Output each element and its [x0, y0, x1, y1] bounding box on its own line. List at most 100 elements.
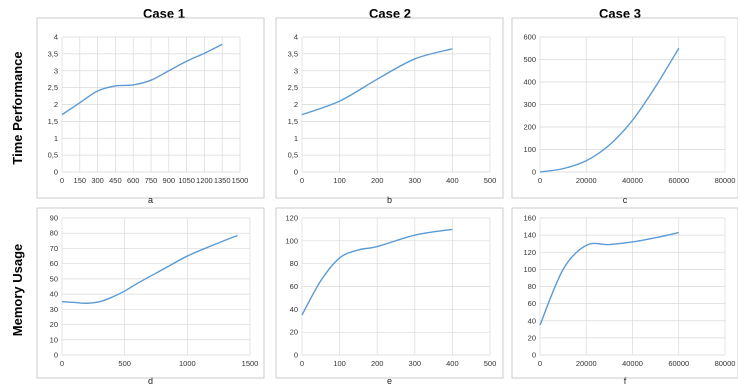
- data-point: [585, 160, 587, 162]
- y-tick-label: 1: [54, 134, 58, 143]
- subplot-label: a: [148, 195, 153, 205]
- series-line: [61, 43, 223, 116]
- y-tick-label: 0,5: [48, 151, 58, 160]
- y-tick-label: 60: [290, 282, 298, 291]
- data-point: [562, 268, 564, 270]
- data-point: [114, 85, 116, 87]
- y-tick-label: 600: [523, 33, 536, 42]
- chart-panel-e: 0 20 40 60 80 100 120 0 100 200 300 400 500 e: [275, 207, 504, 386]
- data-point: [414, 58, 416, 60]
- x-tick-label: 300: [409, 176, 422, 185]
- data-point: [73, 301, 75, 303]
- y-tick-label: 1,5: [48, 117, 58, 126]
- data-point: [132, 84, 134, 86]
- y-tick-label: 20: [290, 328, 298, 337]
- data-point: [631, 119, 633, 121]
- panel-frame: [511, 17, 738, 199]
- x-tick-label: 80000: [715, 359, 736, 368]
- x-tick-label: 500: [484, 359, 497, 368]
- data-point: [539, 171, 541, 173]
- chart-panel-d: 0 10 20 30 40 50 60 70 80 90 0 500 1000 1500 d: [36, 207, 265, 386]
- subplot-label: f: [624, 376, 627, 386]
- data-point: [79, 102, 81, 104]
- x-tick-label: 60000: [668, 176, 689, 185]
- subplot-label: e: [387, 376, 392, 386]
- y-tick-label: 2,5: [288, 83, 298, 92]
- panel-frame: [275, 207, 504, 379]
- y-tick-label: 30: [50, 305, 58, 314]
- subplot-label: c: [623, 195, 628, 205]
- row-title-2: Memory Usage: [10, 244, 25, 336]
- x-tick-label: 40000: [622, 176, 643, 185]
- x-tick-label: 200: [371, 176, 384, 185]
- y-tick-label: 0: [54, 351, 58, 360]
- data-point: [203, 52, 205, 54]
- data-point: [96, 90, 98, 92]
- x-tick-label: 450: [109, 176, 122, 185]
- x-tick-label: 1500: [232, 176, 249, 185]
- data-point: [221, 43, 223, 45]
- y-tick-label: 80: [528, 282, 536, 291]
- y-tick-label: 4: [54, 33, 58, 42]
- data-point: [451, 228, 453, 230]
- data-point: [539, 324, 541, 326]
- x-tick-label: 60000: [668, 359, 689, 368]
- panel-frame: [36, 207, 265, 379]
- data-point: [186, 255, 188, 257]
- series-line: [61, 234, 238, 304]
- y-tick-label: 2: [294, 100, 298, 109]
- data-point: [451, 48, 453, 50]
- y-tick-label: 100: [285, 236, 298, 245]
- data-point: [357, 249, 359, 251]
- x-tick-label: 150: [74, 176, 87, 185]
- x-tick-label: 750: [145, 176, 158, 185]
- series-line: [539, 47, 680, 173]
- data-point: [678, 231, 680, 233]
- x-tick-label: 1500: [242, 359, 259, 368]
- data-point: [608, 243, 610, 245]
- y-tick-label: 3,5: [48, 49, 58, 58]
- x-tick-label: 0: [300, 176, 304, 185]
- y-tick-label: 0: [532, 351, 536, 360]
- y-tick-label: 50: [50, 274, 58, 283]
- y-tick-label: 10: [50, 335, 58, 344]
- x-tick-label: 20000: [576, 176, 597, 185]
- y-tick-label: 200: [523, 123, 536, 132]
- y-tick-label: 0,5: [288, 151, 298, 160]
- series-line: [301, 48, 453, 116]
- x-tick-label: 0: [300, 359, 304, 368]
- data-point: [236, 234, 238, 236]
- y-tick-label: 100: [523, 145, 536, 154]
- y-tick-label: 40: [50, 290, 58, 299]
- data-point: [338, 257, 340, 259]
- data-point: [654, 236, 656, 238]
- x-tick-label: 1350: [214, 176, 231, 185]
- chart-panel-b: 0 0,5 1 1,5 2 2,5 3 3,5 4 0 100 200 300 400 500 b: [275, 17, 504, 205]
- y-tick-label: 70: [50, 244, 58, 253]
- panel-frame: [275, 17, 504, 199]
- x-tick-label: 900: [163, 176, 176, 185]
- y-tick-label: 300: [523, 100, 536, 109]
- data-point: [585, 244, 587, 246]
- y-tick-label: 0: [294, 351, 298, 360]
- x-tick-label: 400: [446, 176, 459, 185]
- x-tick-label: 300: [409, 359, 422, 368]
- y-tick-label: 0: [532, 168, 536, 177]
- y-tick-label: 100: [523, 265, 536, 274]
- x-tick-label: 0: [538, 176, 542, 185]
- data-point: [631, 241, 633, 243]
- column-title-2: Case 2: [369, 6, 411, 21]
- data-point: [61, 301, 63, 303]
- data-point: [185, 60, 187, 62]
- x-tick-label: 400: [446, 359, 459, 368]
- y-tick-label: 1: [294, 134, 298, 143]
- x-tick-label: 0: [60, 176, 64, 185]
- y-tick-label: 0: [54, 168, 58, 177]
- chart-panel-a: 0 0,5 1 1,5 2 2,5 3 3,5 4 0 150 300 450 600 750 900 1050…: [36, 17, 265, 205]
- y-tick-label: 20: [50, 320, 58, 329]
- y-tick-label: 80: [50, 229, 58, 238]
- y-tick-label: 40: [290, 305, 298, 314]
- row-title-1: Time Performance: [10, 51, 25, 164]
- data-point: [123, 290, 125, 292]
